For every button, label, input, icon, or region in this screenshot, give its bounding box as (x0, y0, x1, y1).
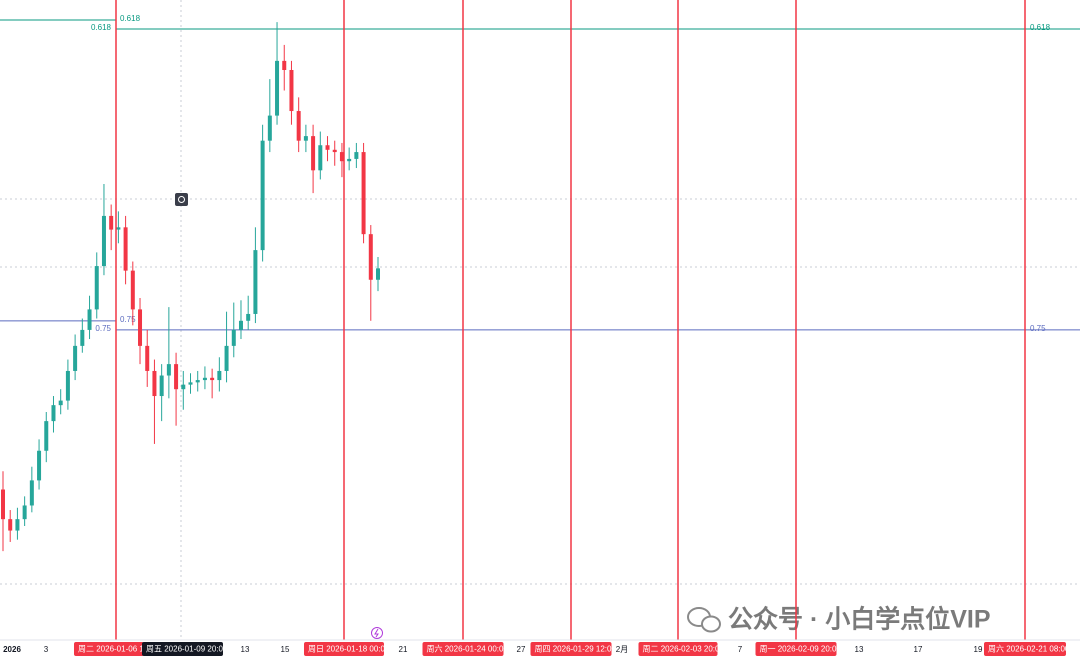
lightning-icon (371, 627, 383, 639)
candle-body (195, 380, 200, 383)
candle-body (109, 215, 114, 230)
candle-body (87, 309, 92, 330)
x-tick-label: 7 (738, 645, 743, 654)
candle-body (282, 60, 287, 70)
candle-body (145, 345, 150, 371)
candle-body (44, 421, 49, 451)
candle-body (29, 480, 34, 506)
time-marker-box (422, 642, 504, 656)
candle-body (138, 309, 143, 346)
time-marker-label: 周六 2026-02-21 08:00 (988, 644, 1070, 654)
candle-body (58, 400, 63, 406)
fib-label-secondary: 0.618 (120, 14, 141, 23)
candle-body (376, 268, 380, 280)
candle-body (347, 158, 352, 162)
candle-body (238, 320, 243, 330)
x-tick-label: 17 (914, 645, 923, 654)
candle-body (15, 519, 20, 531)
x-tick-label: 2026 (3, 645, 21, 654)
candle-body (37, 450, 42, 481)
candle-body (1, 489, 5, 520)
candle-body (210, 377, 215, 381)
fib-label: 0.75 (95, 324, 111, 333)
time-marker-box (304, 642, 384, 656)
candle-body (80, 329, 85, 346)
x-tick-label: 2月 (616, 645, 628, 654)
x-tick-label: 27 (517, 645, 526, 654)
candle-body (116, 227, 121, 230)
time-marker-label: 周二 2026-02-03 20:00 (643, 645, 725, 654)
time-marker-box (755, 642, 837, 656)
candle-body (246, 313, 251, 321)
x-tick-label: 3 (44, 645, 49, 654)
time-marker-label: 周二 2026-01-06 12 (78, 645, 149, 654)
candle-body (289, 69, 294, 112)
candle-body (166, 364, 171, 376)
candle-body (65, 370, 70, 401)
x-tick-label: 15 (281, 645, 290, 654)
candle-body (339, 152, 344, 162)
candle-body (8, 519, 13, 531)
candle-body (22, 505, 27, 520)
candle-body (267, 115, 272, 141)
candle-body (253, 250, 258, 314)
fib-label: 0.75 (1030, 324, 1046, 333)
candle-body (311, 136, 316, 171)
candle-body (174, 364, 179, 390)
crosshair-box (142, 642, 223, 656)
candle-body (296, 111, 301, 141)
candle-body (303, 136, 308, 141)
time-marker-label: 周四 2026-01-29 12:00 (535, 645, 617, 654)
candle-body (368, 234, 373, 280)
x-tick-label: 13 (241, 645, 250, 654)
candle-body (318, 145, 323, 171)
candle-body (361, 152, 366, 235)
candle-body (354, 152, 359, 159)
candle-body (217, 370, 222, 381)
candle-body (159, 375, 164, 397)
candle-body (275, 60, 280, 116)
watermark: 公众号 · 小白学点位VIP (687, 605, 991, 634)
candle-body (332, 149, 337, 153)
candle-body (51, 405, 56, 422)
candle-body (181, 384, 186, 390)
candle-body (231, 329, 236, 346)
fib-label: 0.618 (1030, 23, 1051, 32)
x-tick-label: 13 (855, 645, 864, 654)
time-marker-box (638, 642, 718, 656)
crosshair-icon (175, 193, 188, 206)
time-marker-box (74, 642, 144, 656)
candle-body (224, 345, 229, 371)
time-marker-box (530, 642, 612, 656)
fib-label: 0.618 (91, 23, 112, 32)
time-marker-label: 周一 2026-02-09 20:00 (760, 645, 842, 654)
watermark-text: 公众号 · 小白学点位VIP (728, 605, 991, 634)
candle-body (202, 377, 207, 381)
candle-body (152, 370, 157, 397)
candle-body (73, 345, 78, 371)
candle-body (325, 145, 330, 150)
time-marker-label: 周六 2026-01-24 00:00 (427, 644, 509, 654)
time-marker-box (984, 642, 1066, 656)
x-tick-label: 19 (974, 645, 983, 654)
time-marker-label: 周日 2026-01-18 00:00 (308, 645, 390, 654)
candle-body (123, 227, 128, 271)
candle-body (260, 140, 265, 251)
candle-body (188, 382, 193, 385)
x-tick-label: 21 (399, 645, 408, 654)
candle-body (101, 215, 106, 267)
fib-label-secondary: 0.75 (120, 315, 136, 324)
candle-body (94, 266, 99, 310)
crosshair-label: 周五 2026-01-09 20:00 (146, 645, 228, 654)
candle-body (130, 270, 135, 310)
